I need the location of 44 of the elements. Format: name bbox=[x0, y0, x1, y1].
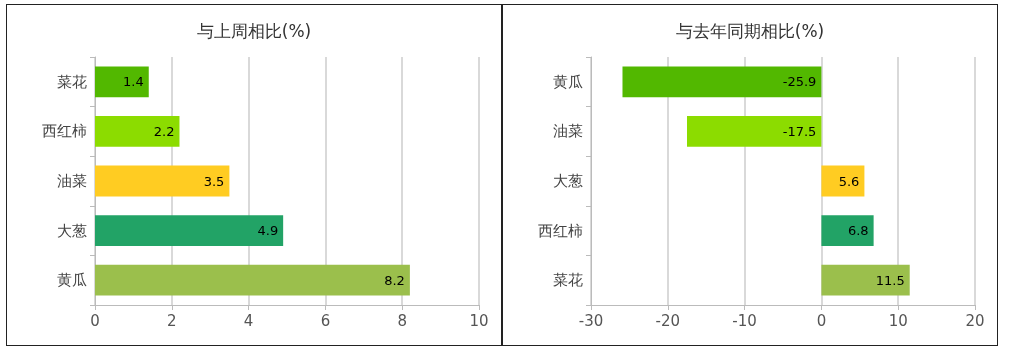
bar bbox=[95, 215, 284, 246]
x-tick-label: -20 bbox=[655, 311, 681, 330]
y-tick-label: 油菜 bbox=[57, 172, 87, 190]
y-tick-label: 黄瓜 bbox=[57, 271, 87, 290]
data-label: 1.4 bbox=[123, 74, 144, 90]
x-tick-label: 10 bbox=[888, 311, 908, 330]
data-label: 11.5 bbox=[875, 272, 905, 288]
y-tick-label: 油菜 bbox=[553, 122, 583, 141]
x-tick-label: 6 bbox=[320, 311, 331, 330]
bar bbox=[95, 264, 410, 296]
x-tick-label: 0 bbox=[90, 311, 100, 330]
data-label: -25.9 bbox=[782, 74, 817, 90]
x-tick-label: 0 bbox=[816, 311, 827, 330]
chart-title: 与上周相比(%) bbox=[196, 20, 312, 41]
x-tick-label: 8 bbox=[397, 311, 407, 330]
bar bbox=[821, 165, 865, 197]
data-label: 5.6 bbox=[838, 173, 860, 189]
bar bbox=[687, 116, 822, 147]
bar bbox=[821, 215, 874, 246]
y-tick-label: 菜花 bbox=[553, 271, 583, 290]
x-tick-label: 2 bbox=[167, 311, 177, 330]
data-label: 6.8 bbox=[847, 223, 869, 239]
x-tick-label: -30 bbox=[578, 311, 604, 330]
bar bbox=[95, 165, 230, 197]
x-tick-label: 10 bbox=[469, 311, 489, 330]
bar bbox=[622, 66, 822, 98]
y-tick-label: 菜花 bbox=[57, 72, 87, 91]
bar bbox=[95, 116, 180, 147]
y-tick-label: 西红柿 bbox=[42, 122, 87, 141]
data-label: -17.5 bbox=[782, 123, 817, 139]
x-tick-label: 20 bbox=[965, 311, 985, 330]
bar bbox=[95, 66, 149, 98]
data-label: 8.2 bbox=[384, 272, 405, 288]
x-tick-label: 4 bbox=[243, 311, 254, 330]
data-label: 4.9 bbox=[257, 223, 279, 239]
bar bbox=[821, 264, 910, 296]
y-tick-label: 黄瓜 bbox=[553, 72, 583, 91]
y-tick-label: 大葱 bbox=[57, 221, 87, 240]
y-tick-label: 西红柿 bbox=[538, 221, 583, 240]
x-tick-label: -10 bbox=[732, 311, 757, 330]
chart-title: 与去年同期相比(%) bbox=[675, 20, 825, 41]
data-label: 2.2 bbox=[153, 123, 175, 139]
y-tick-label: 大葱 bbox=[553, 172, 583, 190]
data-label: 3.5 bbox=[203, 173, 225, 189]
